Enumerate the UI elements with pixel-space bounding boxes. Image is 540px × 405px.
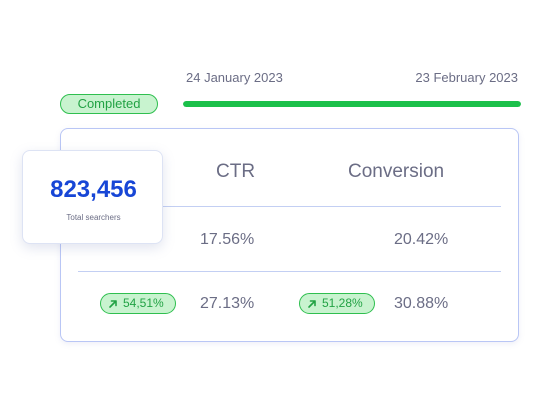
row-divider — [78, 206, 501, 207]
total-searchers-card: 823,456 Total searchers — [22, 150, 163, 244]
start-date: 24 January 2023 — [186, 70, 283, 85]
ctr-change-badge: 54,51% — [100, 293, 176, 314]
arrow-up-right-icon — [109, 299, 117, 308]
status-badge: Completed — [60, 94, 158, 114]
total-searchers-label: Total searchers — [66, 213, 121, 222]
ctr-value-row-1: 17.56% — [200, 231, 255, 248]
conversion-value-row-2: 30.88% — [394, 295, 449, 312]
conversion-change-badge: 51,28% — [299, 293, 375, 314]
conversion-value-row-1: 20.42% — [394, 231, 449, 248]
progress-bar-fill — [183, 101, 521, 107]
ctr-change-label: 54,51% — [123, 296, 164, 310]
arrow-up-right-icon — [308, 299, 316, 308]
progress-bar — [183, 101, 521, 107]
end-date: 23 February 2023 — [415, 70, 518, 85]
conversion-change-label: 51,28% — [322, 296, 363, 310]
row-divider — [78, 271, 501, 272]
column-header-ctr: CTR — [216, 161, 256, 182]
ctr-value-row-2: 27.13% — [200, 295, 255, 312]
total-searchers-value: 823,456 — [50, 176, 137, 203]
column-header-conversion: Conversion — [348, 161, 445, 182]
